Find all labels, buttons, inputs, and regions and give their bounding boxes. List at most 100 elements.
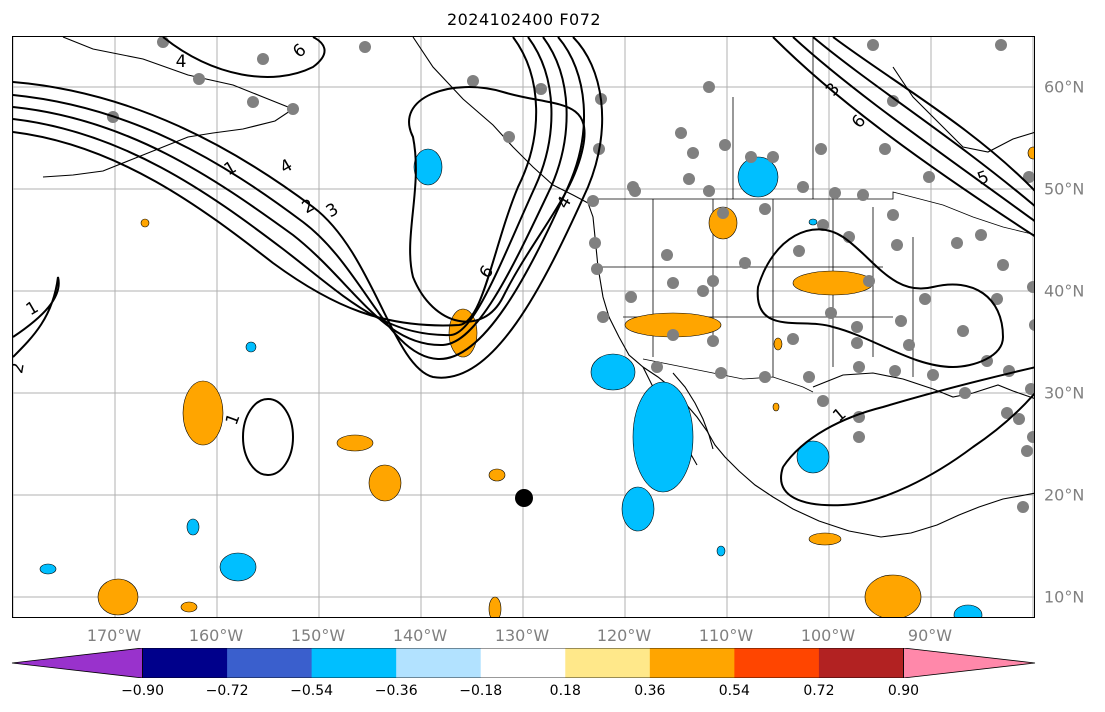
trough-contour-5 xyxy=(13,37,538,327)
contour-label: 2 xyxy=(13,361,29,375)
negative-anomaly-blob xyxy=(219,552,257,582)
negative-anomaly-blob xyxy=(796,440,830,474)
station-dot xyxy=(767,151,779,163)
positive-anomaly-blob xyxy=(180,601,198,613)
station-dot xyxy=(247,96,259,108)
station-dot xyxy=(1027,281,1034,293)
point-marker xyxy=(515,489,533,507)
latitude-label: 40°N xyxy=(1044,281,1085,301)
longitude-label: 100°W xyxy=(800,626,856,645)
trough-contour-1 xyxy=(13,37,604,379)
station-dot xyxy=(759,371,771,383)
station-dot xyxy=(589,237,601,249)
station-dot xyxy=(1029,319,1034,331)
positive-anomaly-blob xyxy=(1027,146,1034,160)
contour-mexico xyxy=(780,366,1034,507)
contour-label: 1 xyxy=(222,411,244,428)
colorbar-segment xyxy=(311,648,397,678)
longitude-label: 110°W xyxy=(698,626,754,645)
station-dot xyxy=(745,151,757,163)
station-dot xyxy=(715,367,727,379)
map-title: 2024102400 F072 xyxy=(446,10,602,29)
colorbar-segment xyxy=(480,648,566,678)
colorbar-tick: −0.18 xyxy=(459,683,503,699)
station-dot xyxy=(853,361,865,373)
colorbar-tick: 0.72 xyxy=(803,683,835,699)
longitude-label: 170°W xyxy=(86,626,142,645)
station-dot xyxy=(359,41,371,53)
colorbar-segments xyxy=(11,648,1036,678)
latitude-label: 20°N xyxy=(1044,485,1085,505)
longitude-label: 90°W xyxy=(907,626,953,645)
colorbar-segment xyxy=(649,648,735,678)
station-dot xyxy=(651,361,663,373)
station-dot xyxy=(851,337,863,349)
station-dot xyxy=(787,333,799,345)
station-markers xyxy=(107,37,1034,513)
longitude-label: 140°W xyxy=(392,626,448,645)
station-dot xyxy=(975,229,987,241)
latitude-label: 30°N xyxy=(1044,383,1085,403)
contour-arctic xyxy=(162,37,326,78)
station-dot xyxy=(703,185,715,197)
station-dot xyxy=(903,339,915,351)
hudson-coast xyxy=(892,66,1034,153)
colorbar-tick: 0.18 xyxy=(549,683,581,699)
station-dot xyxy=(1013,413,1025,425)
contour-label: 1 xyxy=(829,404,850,426)
station-dot xyxy=(829,187,841,199)
station-dot xyxy=(919,293,931,305)
station-dot xyxy=(867,39,879,51)
station-dot xyxy=(889,365,901,377)
colorbar-tick: 0.90 xyxy=(887,683,920,699)
station-dot xyxy=(629,185,641,197)
positive-anomaly-blob xyxy=(808,532,842,546)
station-dot xyxy=(661,249,673,261)
station-dot xyxy=(1021,445,1033,457)
station-dot xyxy=(719,139,731,151)
positive-anomaly-blob xyxy=(368,464,402,502)
station-dot xyxy=(703,81,715,93)
station-dot xyxy=(851,321,863,333)
station-dot xyxy=(927,369,939,381)
station-dot xyxy=(853,431,865,443)
latitude-label: 10°N xyxy=(1044,587,1085,607)
us-canada-border xyxy=(598,191,1034,235)
contour-ne-3 xyxy=(812,37,1034,207)
colorbar-tick: −0.54 xyxy=(290,683,334,699)
contour-ne-4 xyxy=(832,37,1034,192)
colorbar-max-arrow xyxy=(903,648,1036,678)
station-dot xyxy=(825,307,837,319)
negative-anomaly-blob xyxy=(186,518,200,536)
station-dot xyxy=(891,239,903,251)
contour-ne-1 xyxy=(772,37,1034,237)
political-borders xyxy=(598,37,1034,393)
contour-ne-2 xyxy=(792,37,1034,222)
colorbar xyxy=(11,648,1036,678)
positive-anomaly-blob xyxy=(488,468,506,482)
station-dot xyxy=(503,131,515,143)
positive-anomaly-blob xyxy=(97,578,139,616)
negative-anomaly-blob xyxy=(39,563,57,575)
colorbar-tick: 0.54 xyxy=(718,683,750,699)
station-dot xyxy=(1017,501,1029,513)
colorbar-segment xyxy=(565,648,651,678)
colorbar-tick: −0.72 xyxy=(205,683,249,699)
positive-anomaly-blob xyxy=(182,380,224,446)
station-dot xyxy=(817,395,829,407)
trough-contour-4 xyxy=(13,37,553,337)
colorbar-segment xyxy=(142,648,228,678)
longitude-label: 120°W xyxy=(596,626,652,645)
station-dot xyxy=(597,311,609,323)
station-dot xyxy=(957,325,969,337)
negative-anomaly-blob xyxy=(245,341,257,353)
station-dot xyxy=(687,147,699,159)
station-dot xyxy=(887,95,899,107)
positive-anomaly-blob xyxy=(772,402,780,412)
negative-anomaly-blob xyxy=(808,218,818,226)
station-dot xyxy=(667,277,679,289)
coastlines xyxy=(42,37,1034,538)
station-dot xyxy=(1001,407,1013,419)
latitude-label: 50°N xyxy=(1044,179,1085,199)
station-dot xyxy=(895,315,907,327)
